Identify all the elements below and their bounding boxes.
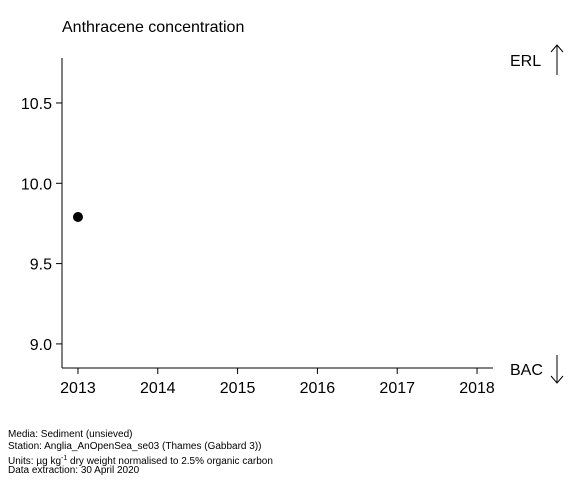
y-tick-label: 9.0	[30, 337, 52, 354]
y-tick-label: 10.5	[21, 96, 52, 113]
footnote-units: Units: µg kg-1 dry weight normalised to …	[8, 453, 273, 467]
x-tick-label: 2018	[459, 380, 495, 397]
footnote-units-suffix: dry weight normalised to 2.5% organic ca…	[67, 456, 273, 467]
footnote-units-prefix: Units: µg kg	[8, 456, 62, 467]
bac-label: BAC	[510, 362, 543, 379]
bac-down-arrow-icon	[550, 355, 564, 384]
footnote-media: Media: Sediment (unsieved)	[8, 429, 133, 440]
y-axis-ticks: 9.0 9.5 10.0 10.5	[21, 96, 62, 354]
x-axis-ticks: 2013 2014 2015 2016 2017 2018	[60, 368, 495, 397]
chart-title: Anthracene concentration	[62, 19, 245, 36]
y-tick-label: 9.5	[30, 257, 52, 274]
footnote-station: Station: Anglia_AnOpenSea_se03 (Thames (…	[8, 441, 262, 452]
data-points	[72, 212, 83, 223]
y-tick-label: 10.0	[21, 176, 52, 193]
erl-label: ERL	[510, 53, 541, 70]
erl-up-arrow-icon	[550, 44, 564, 75]
x-tick-label: 2017	[379, 380, 415, 397]
footnote-units-sup: -1	[61, 455, 68, 462]
x-tick-label: 2013	[60, 380, 96, 397]
x-tick-label: 2016	[300, 380, 336, 397]
x-tick-label: 2015	[220, 380, 256, 397]
data-point	[72, 212, 83, 223]
x-tick-label: 2014	[140, 380, 176, 397]
footnote-extraction: Data extraction: 30 April 2020	[8, 465, 140, 476]
